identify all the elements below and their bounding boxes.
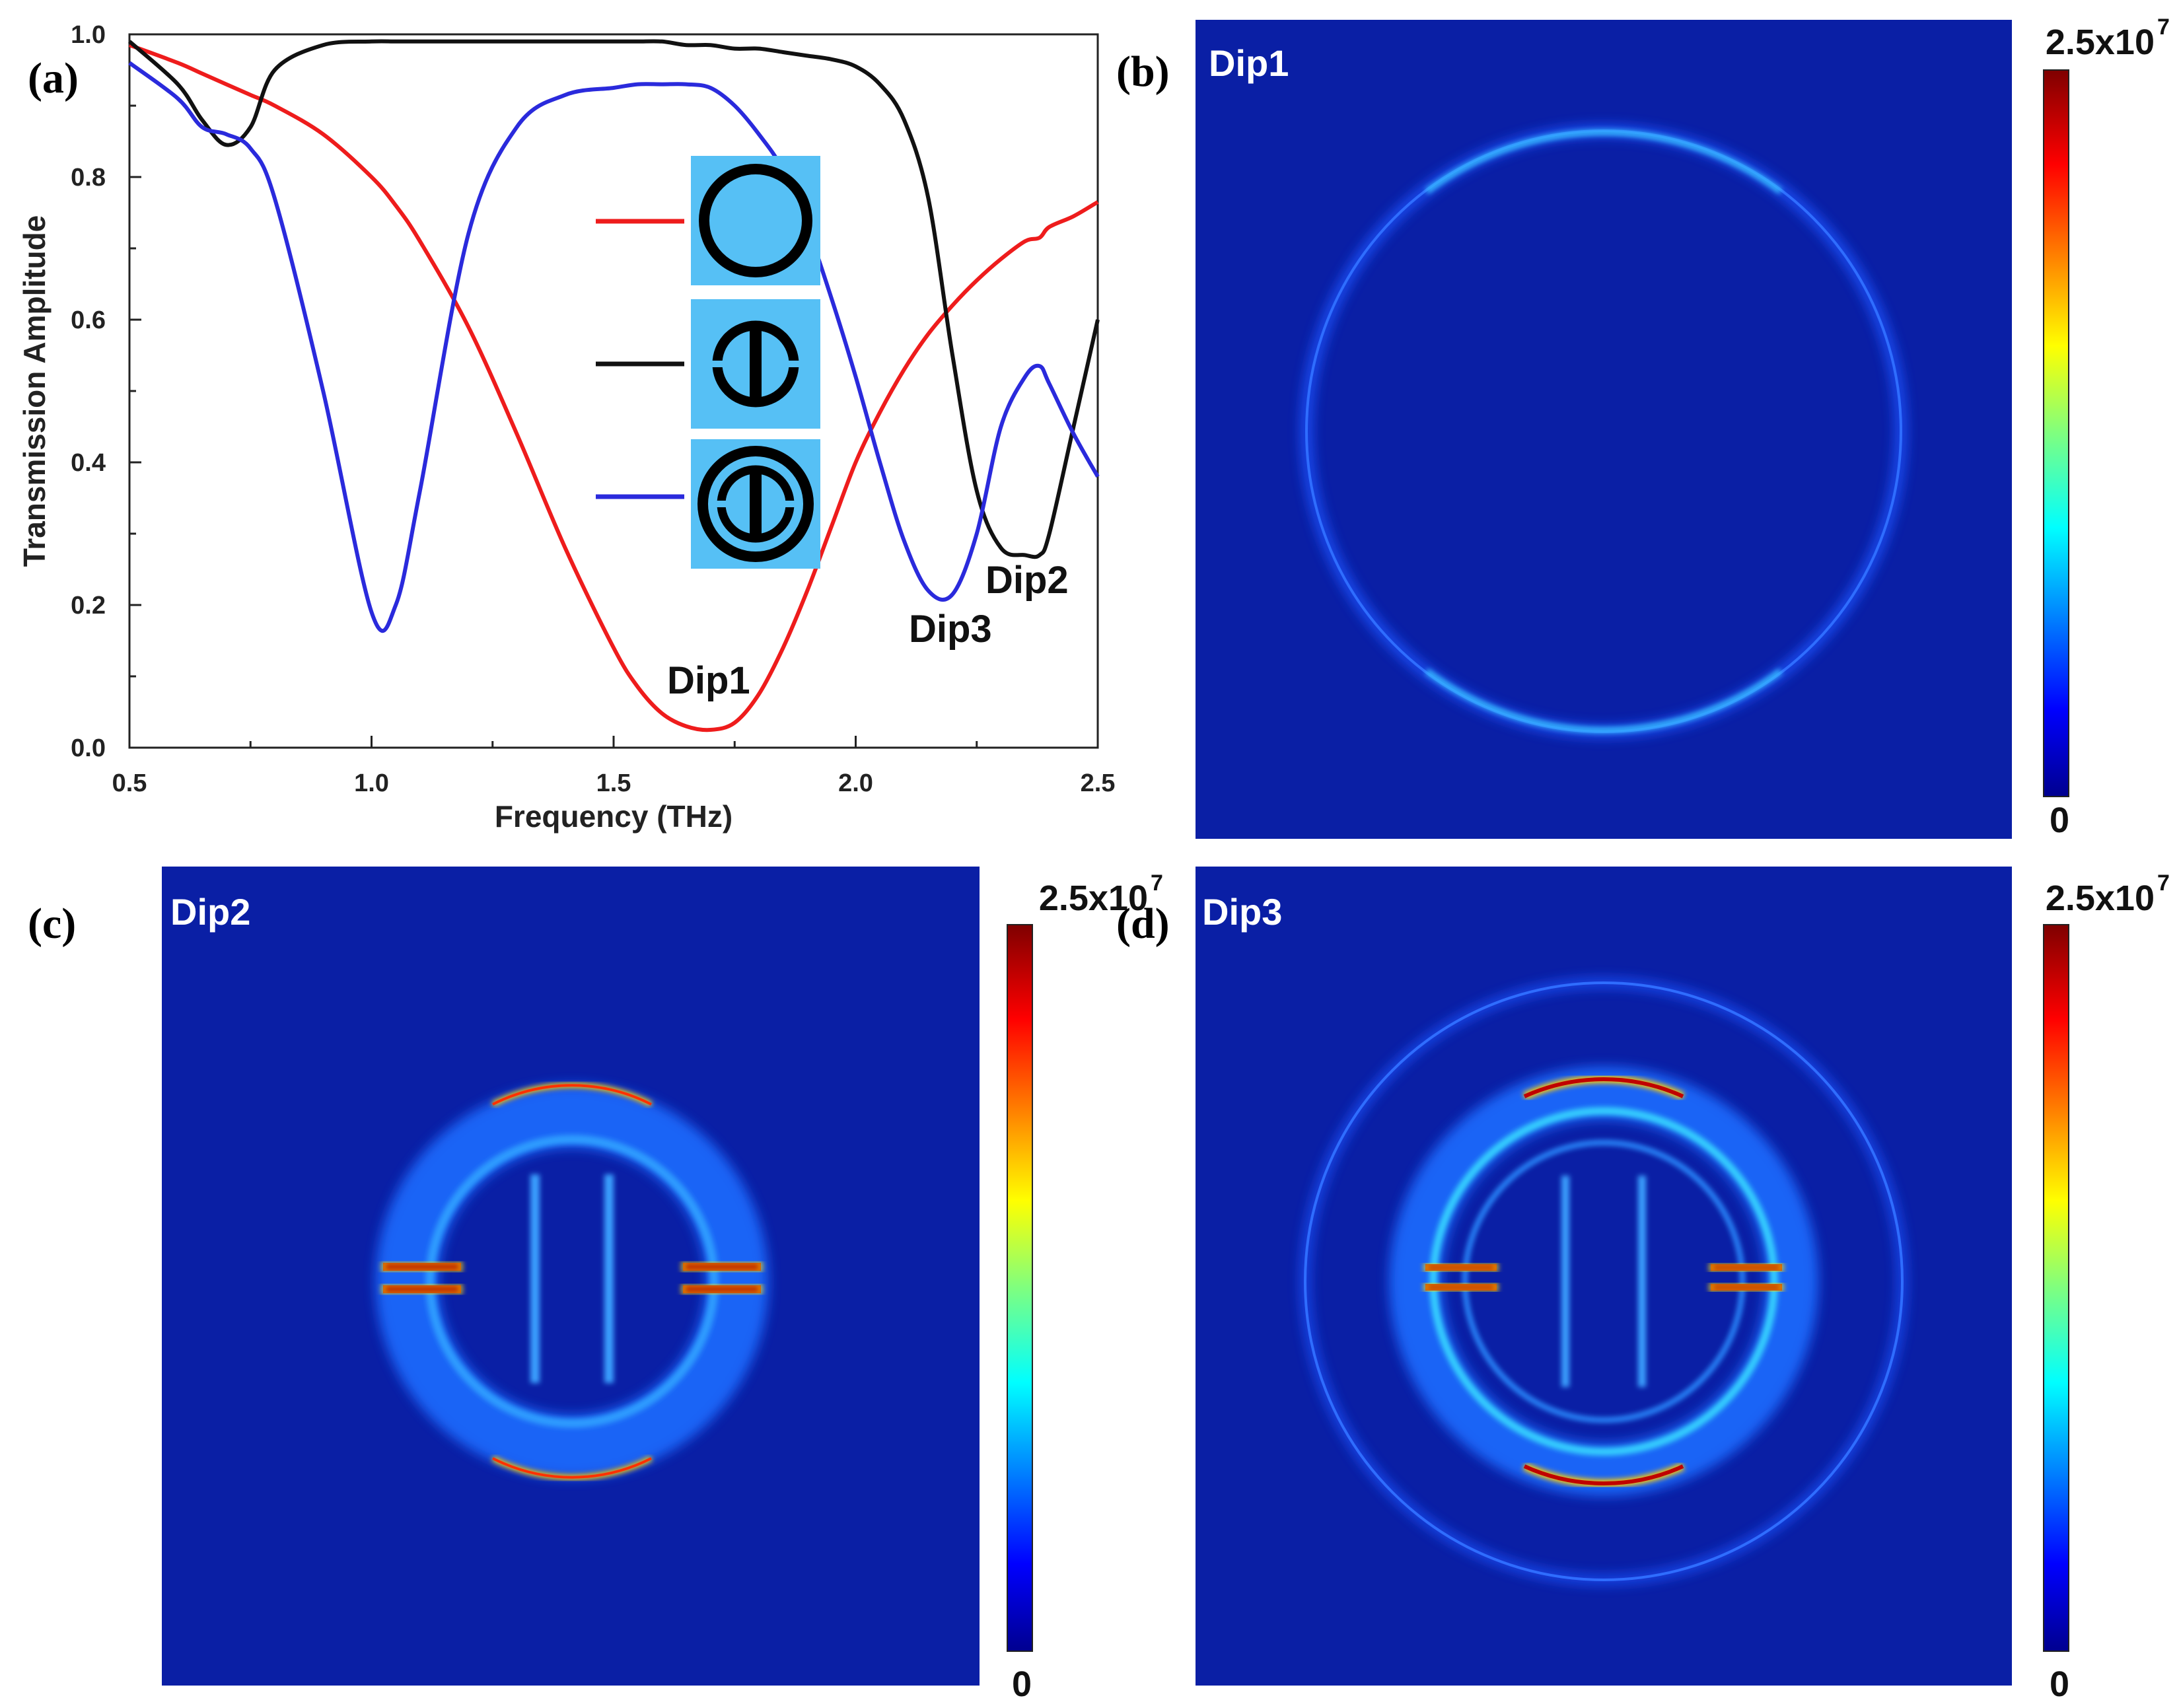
annotation-dip3: Dip3: [909, 608, 992, 651]
legend: [596, 156, 820, 569]
x-tick-label: 1.0: [354, 769, 389, 797]
field-map-dip1: [1196, 20, 2012, 839]
colorbar-max-label: 2.5x10: [2046, 878, 2155, 918]
panel-c: (c) Dip2 2.5x10 7 0: [28, 867, 1163, 1704]
axis-ticks: [128, 33, 1099, 749]
combined-field-pattern: [1301, 978, 1907, 1584]
colorbar-b: 2.5x10 7 0: [2043, 15, 2170, 840]
series-line-black: [128, 39, 1100, 559]
panel-a-label: (a): [28, 54, 79, 102]
colorbar-max-exponent: 7: [1151, 871, 1163, 896]
y-tick-label: 0.6: [71, 306, 106, 334]
colorbar-min-label: 0: [2050, 1664, 2069, 1704]
split-ring-field-pattern: [375, 1083, 769, 1480]
panel-d-label: (d): [1116, 900, 1170, 948]
tick-labels: 0.5 1.0 1.5 2.0 2.5 0.0 0.2 0.4 0.6 0.8 …: [71, 21, 1115, 797]
colorbar-d: 2.5x10 7 0: [2043, 871, 2170, 1704]
colorbar-c: 2.5x10 7 0: [1007, 871, 1163, 1704]
x-axis-title: Frequency (THz): [495, 799, 732, 834]
panel-b-label: (b): [1116, 48, 1170, 96]
series-lines: [128, 39, 1100, 732]
field-map-dip2: [162, 867, 980, 1686]
x-tick-label: 2.0: [838, 769, 873, 797]
series-line-blue: [128, 61, 1100, 633]
split-ring-bar-structure-icon: [691, 299, 820, 429]
y-tick-label: 0.4: [71, 449, 106, 477]
ring-structure-icon: [691, 156, 820, 285]
x-tick-label: 1.5: [596, 769, 631, 797]
y-tick-label: 1.0: [71, 21, 106, 49]
ring-field-pattern: [1301, 125, 1907, 738]
y-tick-label: 0.0: [71, 734, 106, 762]
combined-structure-icon: [691, 439, 820, 569]
map-title-dip1: Dip1: [1209, 42, 1289, 84]
panel-b: (b) Dip1 2.5x10 7 0: [1116, 15, 2170, 840]
colorbar-max-exponent: 7: [2157, 871, 2170, 896]
panel-c-label: (c): [28, 900, 76, 948]
series-line-red: [128, 43, 1099, 732]
annotation-dip2: Dip2: [985, 559, 1069, 602]
colorbar-max-exponent: 7: [2157, 15, 2170, 40]
map-title-dip3: Dip3: [1202, 891, 1282, 933]
y-tick-label: 0.2: [71, 592, 106, 620]
colorbar-max-label: 2.5x10: [1039, 878, 1148, 918]
panel-d: (d) Dip3 2.5: [1116, 867, 2170, 1704]
map-title-dip2: Dip2: [170, 891, 250, 933]
y-tick-label: 0.8: [71, 164, 106, 192]
panel-a: (a) 0.5 1.0 1.5 2.0 2.5 0.0 0.2 0.4 0.6 …: [17, 21, 1115, 834]
x-tick-label: 0.5: [112, 769, 147, 797]
colorbar-min-label: 0: [1012, 1664, 1032, 1704]
colorbar-min-label: 0: [2050, 801, 2069, 840]
y-axis-title: Transmission Amplitude: [17, 215, 52, 567]
annotation-dip1: Dip1: [667, 659, 750, 702]
colorbar-max-label: 2.5x10: [2046, 22, 2155, 62]
field-map-dip3: [1196, 867, 2012, 1686]
x-tick-label: 2.5: [1081, 769, 1116, 797]
